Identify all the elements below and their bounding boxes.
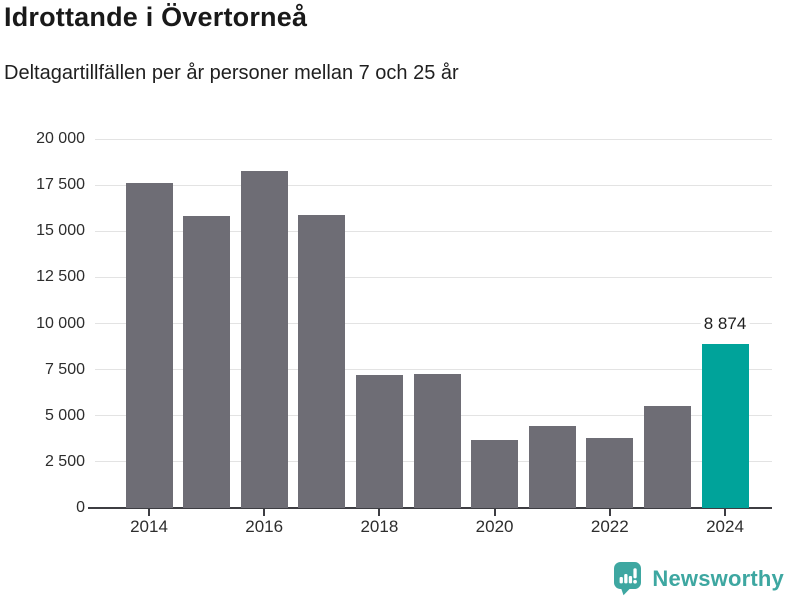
x-tick-label-2018: 2018 bbox=[360, 517, 399, 536]
y-tick-label-10000: 10 000 bbox=[36, 314, 85, 332]
gridline-7500 bbox=[95, 369, 772, 371]
gridline-17500 bbox=[95, 184, 772, 186]
bar-value-label: 8 874 bbox=[700, 314, 750, 335]
newsworthy-branding: Newsworthy bbox=[613, 561, 784, 596]
x-tick-2022 bbox=[608, 509, 611, 516]
gridline-15000 bbox=[95, 230, 772, 232]
y-tick-label-2500: 2 500 bbox=[44, 452, 85, 470]
bar-2020 bbox=[471, 439, 519, 508]
x-tick-label-2016: 2016 bbox=[245, 517, 284, 536]
y-tick-label-0: 0 bbox=[76, 499, 85, 516]
y-tick-label-15000: 15 000 bbox=[36, 222, 85, 240]
x-axis-line bbox=[88, 507, 772, 509]
bar-2017 bbox=[298, 214, 346, 508]
y-tick-label-20000: 20 000 bbox=[36, 130, 85, 147]
x-tick-label-2024: 2024 bbox=[706, 517, 744, 536]
y-tick-label-17500: 17 500 bbox=[36, 176, 85, 194]
bar-2023 bbox=[643, 405, 691, 508]
chart-subtitle: Deltagartillfällen per år personer mella… bbox=[4, 62, 459, 84]
bar-2024 bbox=[701, 344, 749, 508]
newsworthy-logo-icon bbox=[614, 562, 642, 596]
gridline-10000 bbox=[95, 323, 772, 324]
x-axis-labels: 2014 2016 2018 2020 2022 2024 bbox=[95, 517, 772, 541]
y-axis-labels: 0 2 500 5 000 7 500 10 000 12 500 15 000 17 500… bbox=[0, 130, 85, 516]
chart-title: Idrottande i Övertorneå bbox=[4, 2, 308, 32]
bar-2021 bbox=[528, 425, 576, 508]
y-tick-label-7500: 7 500 bbox=[44, 360, 85, 378]
x-tick-2014 bbox=[148, 509, 150, 516]
x-tick-2020 bbox=[493, 509, 496, 516]
bar-2022 bbox=[586, 437, 634, 508]
x-tick-label-2022: 2022 bbox=[590, 517, 629, 536]
x-tick-label-2014: 2014 bbox=[130, 517, 168, 536]
bar-2015 bbox=[183, 216, 231, 508]
bar-2016 bbox=[240, 171, 288, 508]
x-tick-2018 bbox=[378, 509, 381, 516]
x-tick-label-2020: 2020 bbox=[475, 517, 514, 536]
x-tick-2024 bbox=[724, 509, 726, 516]
bar-2019 bbox=[413, 373, 461, 508]
newsworthy-wordmark: Newsworthy bbox=[652, 565, 784, 591]
bar-2018 bbox=[355, 375, 403, 508]
gridline-12500 bbox=[95, 276, 772, 278]
plot-area: 8 874 bbox=[88, 138, 772, 516]
x-tick-2016 bbox=[263, 509, 266, 516]
gridline-20000 bbox=[95, 138, 772, 140]
y-tick-label-5000: 5 000 bbox=[44, 406, 85, 424]
y-tick-label-12500: 12 500 bbox=[36, 268, 85, 286]
bar-2014 bbox=[125, 183, 173, 508]
